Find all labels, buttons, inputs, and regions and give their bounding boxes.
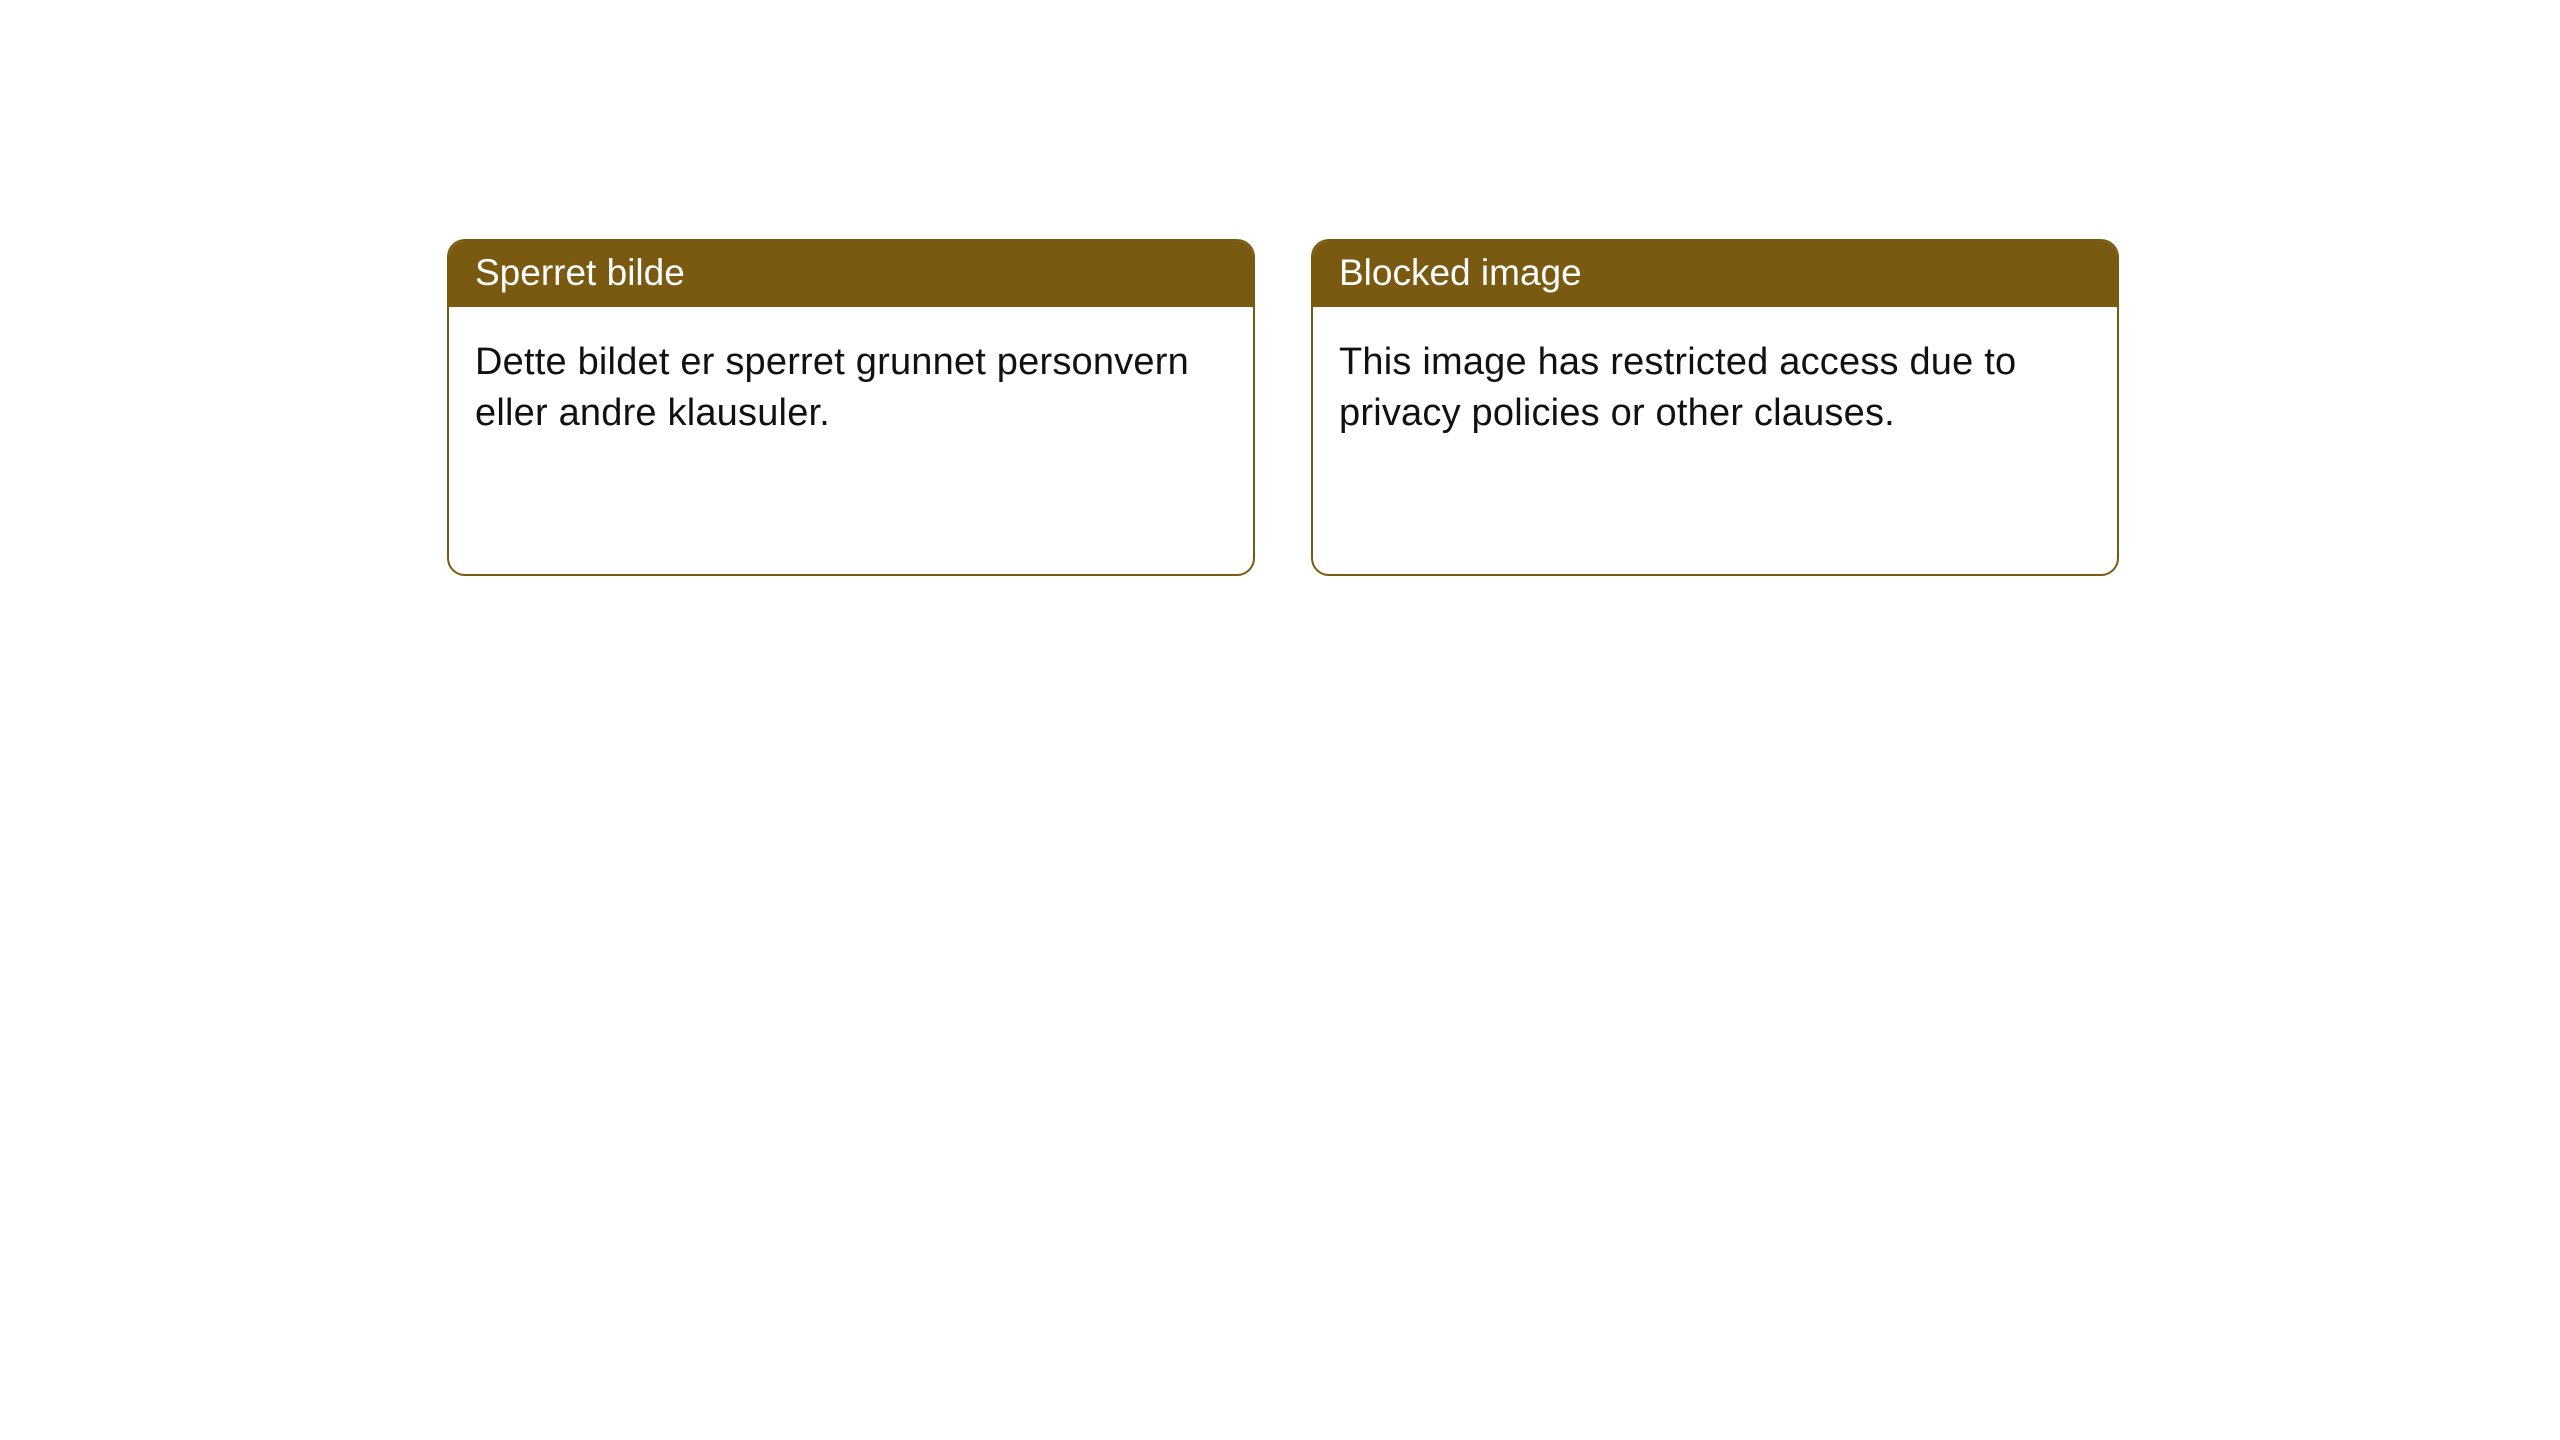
notice-title: Sperret bilde [475, 252, 685, 293]
notice-box-norwegian: Sperret bilde Dette bildet er sperret gr… [447, 239, 1255, 576]
notice-header: Sperret bilde [449, 241, 1253, 307]
notice-box-english: Blocked image This image has restricted … [1311, 239, 2119, 576]
notice-body-text: Dette bildet er sperret grunnet personve… [475, 341, 1189, 434]
notice-body-text: This image has restricted access due to … [1339, 341, 2016, 434]
notice-title: Blocked image [1339, 252, 1582, 293]
notice-body: This image has restricted access due to … [1313, 307, 2117, 470]
notices-container: Sperret bilde Dette bildet er sperret gr… [0, 0, 2560, 576]
notice-header: Blocked image [1313, 241, 2117, 307]
notice-body: Dette bildet er sperret grunnet personve… [449, 307, 1253, 470]
